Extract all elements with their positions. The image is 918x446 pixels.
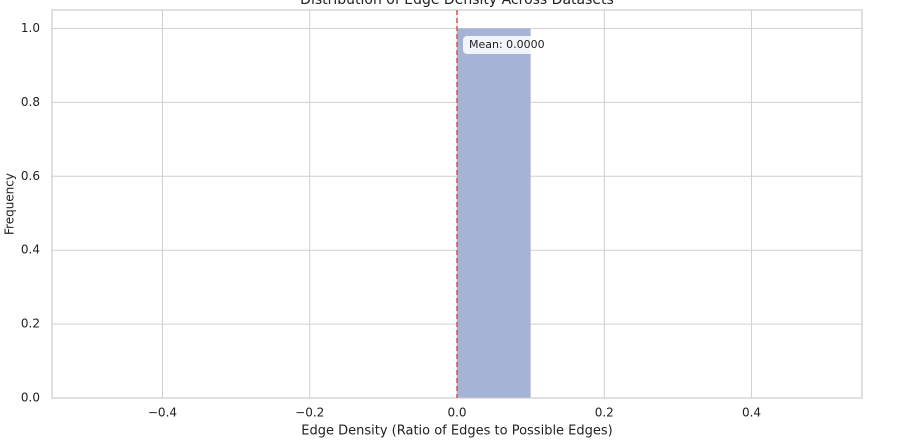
mean-annotation: Mean: 0.0000 xyxy=(469,38,545,51)
y-tick-label: 0.0 xyxy=(21,391,40,405)
bar xyxy=(457,28,531,398)
y-axis-label: Frequency xyxy=(3,173,17,235)
x-tick-label: −0.2 xyxy=(295,406,324,420)
y-tick-label: 0.6 xyxy=(21,169,40,183)
x-axis-label: Edge Density (Ratio of Edges to Possible… xyxy=(301,424,613,439)
x-tick-label: 0.2 xyxy=(595,406,614,420)
y-tick-label: 0.8 xyxy=(21,95,40,109)
y-tick-label: 0.4 xyxy=(21,243,40,257)
chart-title: Distribution of Edge Density Across Data… xyxy=(300,0,614,8)
y-tick-label: 0.2 xyxy=(21,317,40,331)
x-tick-label: −0.4 xyxy=(148,406,177,420)
x-tick-label: 0.4 xyxy=(742,406,761,420)
y-tick-label: 1.0 xyxy=(21,21,40,35)
annotation-box xyxy=(463,36,545,54)
x-tick-label: 0.0 xyxy=(447,406,466,420)
